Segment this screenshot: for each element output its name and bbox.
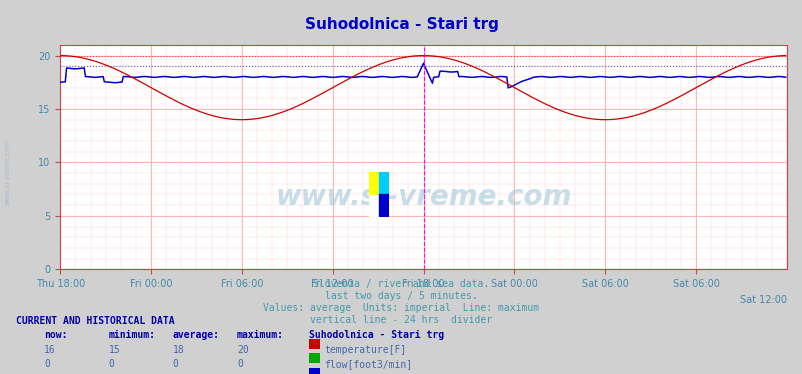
Text: Sat 12:00: Sat 12:00 [739,295,786,306]
Bar [369,172,379,194]
Text: now:: now: [44,330,67,340]
Text: flow[foot3/min]: flow[foot3/min] [324,359,412,370]
Text: maximum:: maximum: [237,330,284,340]
Text: 0: 0 [172,359,178,370]
Text: 16: 16 [44,345,56,355]
Text: minimum:: minimum: [108,330,156,340]
Text: last two days / 5 minutes.: last two days / 5 minutes. [325,291,477,301]
Text: Values: average  Units: imperial  Line: maximum: Values: average Units: imperial Line: ma… [263,303,539,313]
Text: vertical line - 24 hrs  divider: vertical line - 24 hrs divider [310,315,492,325]
Text: CURRENT AND HISTORICAL DATA: CURRENT AND HISTORICAL DATA [16,316,175,326]
Text: 0: 0 [237,359,242,370]
Text: 15: 15 [108,345,120,355]
Text: average:: average: [172,330,220,340]
Text: 20: 20 [237,345,249,355]
Text: 0: 0 [108,359,114,370]
Text: www.si-vreme.com: www.si-vreme.com [275,184,571,211]
Text: Suhodolnica - Stari trg: Suhodolnica - Stari trg [309,330,444,340]
Text: 0: 0 [44,359,50,370]
Text: Suhodolnica - Stari trg: Suhodolnica - Stari trg [304,17,498,32]
Text: 18: 18 [172,345,184,355]
Text: Slovenia / river and sea data.: Slovenia / river and sea data. [313,279,489,289]
Bar [379,172,389,194]
Bar [379,194,389,217]
Text: temperature[F]: temperature[F] [324,345,406,355]
Text: www.si-vreme.com: www.si-vreme.com [5,139,11,205]
